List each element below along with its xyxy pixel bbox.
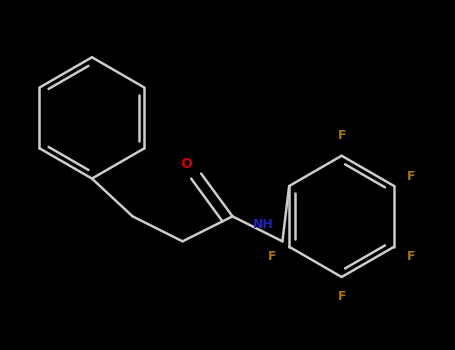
Text: F: F bbox=[268, 250, 276, 263]
Text: NH: NH bbox=[253, 218, 273, 231]
Text: O: O bbox=[180, 156, 192, 170]
Text: F: F bbox=[338, 129, 346, 142]
Text: F: F bbox=[407, 250, 416, 263]
Text: F: F bbox=[407, 169, 416, 183]
Text: F: F bbox=[338, 290, 346, 303]
